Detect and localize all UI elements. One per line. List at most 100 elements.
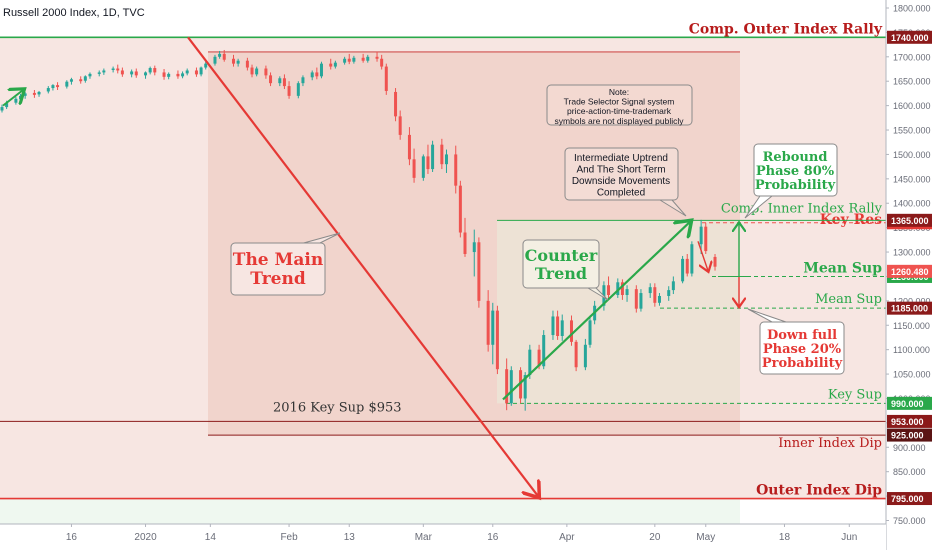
- candle: [222, 49, 226, 62]
- rebound-callout: Rebound Phase 80% Probability: [744, 143, 838, 219]
- candle: [639, 289, 643, 312]
- counter-trend-callout-box: [522, 239, 600, 289]
- rebound-callout-box: [753, 143, 838, 197]
- intermediate-label: Intermediate Uptrend And The Short Term Do…: [572, 153, 670, 199]
- candle: [421, 154, 425, 181]
- candle-body: [32, 92, 36, 95]
- x-axis-bg: [0, 524, 886, 550]
- candle-body: [366, 56, 370, 61]
- candle-body: [463, 232, 467, 254]
- y-tick-label: 1150.000: [893, 321, 930, 331]
- candle-body: [245, 60, 249, 68]
- candle-body: [380, 58, 384, 67]
- candle: [398, 110, 402, 140]
- candle: [153, 65, 157, 76]
- candle-body: [509, 370, 513, 404]
- x-axis[interactable]: 16 2020 14 Feb 13 Mar 16 Apr 20 May 18 Jun: [0, 523, 886, 550]
- candle-body: [287, 86, 291, 96]
- candle: [278, 76, 282, 87]
- price-tag-bg: [887, 30, 932, 44]
- candle: [250, 64, 254, 78]
- price-tag-bg: [887, 428, 932, 442]
- candle: [361, 53, 365, 63]
- candle-body: [394, 91, 398, 117]
- candle-body: [65, 81, 69, 87]
- candle: [685, 254, 689, 277]
- candle-body: [301, 77, 305, 84]
- candle: [199, 66, 203, 77]
- candle-body: [199, 67, 203, 75]
- candle: [495, 305, 499, 375]
- candle-body: [588, 320, 592, 345]
- candle-body: [569, 320, 573, 342]
- candle: [181, 71, 185, 79]
- price-tag-key-sup: 990.000: [887, 396, 932, 410]
- candle-body: [130, 71, 134, 75]
- x-tick-label: 2020: [134, 532, 157, 543]
- candle-body: [250, 67, 254, 75]
- main-trend-label: The Main Trend: [233, 250, 323, 289]
- x-tick-label: May: [696, 532, 715, 543]
- x-tick-label: 16: [487, 532, 499, 543]
- candle-body: [657, 295, 661, 303]
- price-tag-bg: [887, 301, 932, 315]
- price-tag-mean-sup-1185: 1185.000: [887, 301, 932, 315]
- candle-body: [407, 134, 411, 160]
- candle-body: [194, 70, 198, 75]
- candle: [37, 90, 41, 97]
- candle-body: [690, 244, 694, 274]
- candle-body: [667, 290, 671, 296]
- x-tick-label: 18: [779, 532, 791, 543]
- candle: [634, 285, 638, 313]
- down-full-callout: Down full Phase 20% Probability: [747, 308, 845, 375]
- candle: [134, 68, 138, 78]
- x-tick-label: 14: [205, 532, 217, 543]
- candle: [477, 237, 481, 308]
- level-label-outer-index-dip: Outer Index Dip: [756, 483, 882, 499]
- candle-body: [102, 70, 106, 73]
- candle-body: [315, 72, 319, 77]
- candle-body: [162, 72, 166, 77]
- candle-body: [213, 56, 217, 64]
- candle: [620, 279, 624, 300]
- y-tick-label: 1400.000: [893, 199, 931, 209]
- candle-body: [375, 56, 379, 59]
- candle-body: [204, 63, 208, 68]
- candle: [120, 67, 124, 77]
- candle-body: [269, 75, 273, 84]
- candle-body: [222, 53, 226, 60]
- level-label-key-res: Key Res: [820, 212, 882, 228]
- candle: [56, 82, 60, 90]
- x-tick-label: Jun: [841, 532, 857, 543]
- candle: [671, 276, 675, 295]
- y-tick-label: 1700.000: [893, 52, 931, 62]
- candle-body: [69, 79, 73, 82]
- candle: [255, 66, 259, 77]
- candle-body: [486, 300, 490, 345]
- candle-body: [167, 73, 171, 77]
- candle-body: [421, 156, 425, 178]
- candle-body: [477, 242, 481, 301]
- candle: [426, 144, 430, 174]
- candle: [287, 81, 291, 99]
- candle: [218, 50, 222, 59]
- y-axis[interactable]: 1800.0001750.0001700.0001650.0001600.000…: [885, 0, 932, 550]
- candle-body: [181, 73, 185, 77]
- early-uptrend-arrow: [2, 90, 23, 107]
- candle-body: [148, 68, 152, 73]
- y-tick-label: 1450.000: [893, 174, 931, 184]
- candle: [542, 330, 546, 370]
- candle: [704, 222, 708, 254]
- candle: [583, 338, 587, 371]
- key-sup-2016-label: 2016 Key Sup $953: [273, 400, 402, 415]
- candle: [333, 60, 337, 69]
- candle-body: [19, 95, 23, 100]
- candle: [505, 358, 509, 411]
- rebound-label: Rebound Phase 80% Probability: [755, 150, 836, 193]
- main-trend-callout-box: [230, 242, 326, 296]
- x-tick-label: 20: [649, 532, 661, 543]
- candle-body: [329, 63, 333, 67]
- candle: [69, 77, 73, 85]
- price-tag-text: 1740.000: [891, 33, 929, 43]
